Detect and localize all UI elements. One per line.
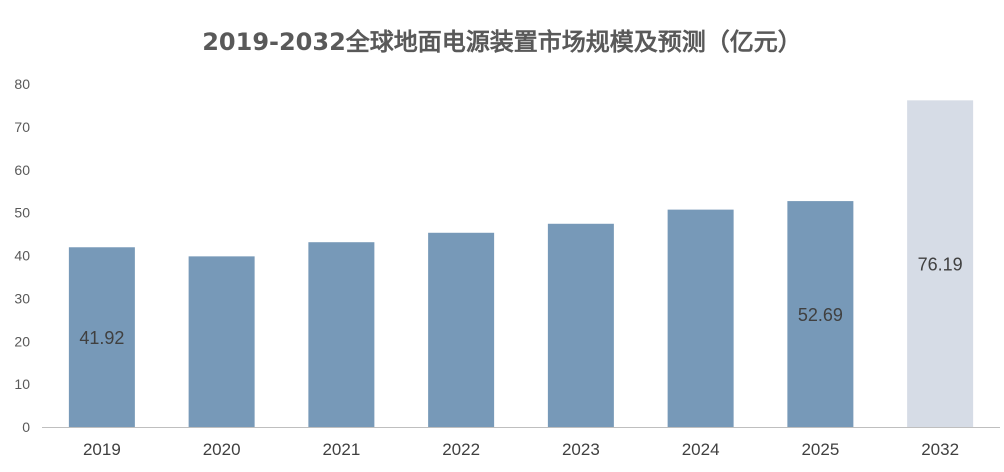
- x-tick-label: 2019: [83, 440, 121, 459]
- y-tick-label: 0: [22, 419, 30, 435]
- bar-2020: [188, 256, 255, 427]
- x-tick-label: 2020: [203, 440, 241, 459]
- y-tick-label: 10: [14, 376, 30, 392]
- x-tick-label: 2023: [562, 440, 600, 459]
- y-tick-label: 70: [14, 119, 30, 135]
- bar-2025: [787, 201, 854, 427]
- bar-2032: [907, 100, 974, 427]
- x-axis-ticks: 2019 2020 2021 2022 2023 2024 2025 2032: [83, 440, 959, 459]
- y-tick-label: 50: [14, 205, 30, 221]
- data-label: 41.92: [79, 328, 124, 348]
- bar-2024: [667, 209, 734, 427]
- y-tick-label: 60: [14, 162, 30, 178]
- bar-2019: [68, 247, 135, 427]
- x-tick-label: 2024: [682, 440, 720, 459]
- x-tick-label: 2022: [442, 440, 480, 459]
- y-tick-label: 80: [14, 76, 30, 92]
- bar-2023: [547, 223, 614, 427]
- y-axis-ticks: 0 10 20 30 40 50 60 70 80: [14, 76, 30, 435]
- x-tick-label: 2025: [801, 440, 839, 459]
- y-tick-label: 40: [14, 248, 30, 264]
- bar-2021: [308, 242, 375, 427]
- x-tick-label: 2032: [921, 440, 959, 459]
- data-label: 76.19: [918, 255, 963, 275]
- data-labels: 41.92 52.69 76.19: [79, 255, 962, 348]
- bars: [68, 100, 974, 427]
- data-label: 52.69: [798, 305, 843, 325]
- bar-2022: [428, 232, 495, 427]
- y-tick-label: 30: [14, 290, 30, 306]
- chart-title: 2019-2032全球地面电源装置市场规模及预测（亿元）: [202, 28, 802, 56]
- x-tick-label: 2021: [322, 440, 360, 459]
- y-tick-label: 20: [14, 333, 30, 349]
